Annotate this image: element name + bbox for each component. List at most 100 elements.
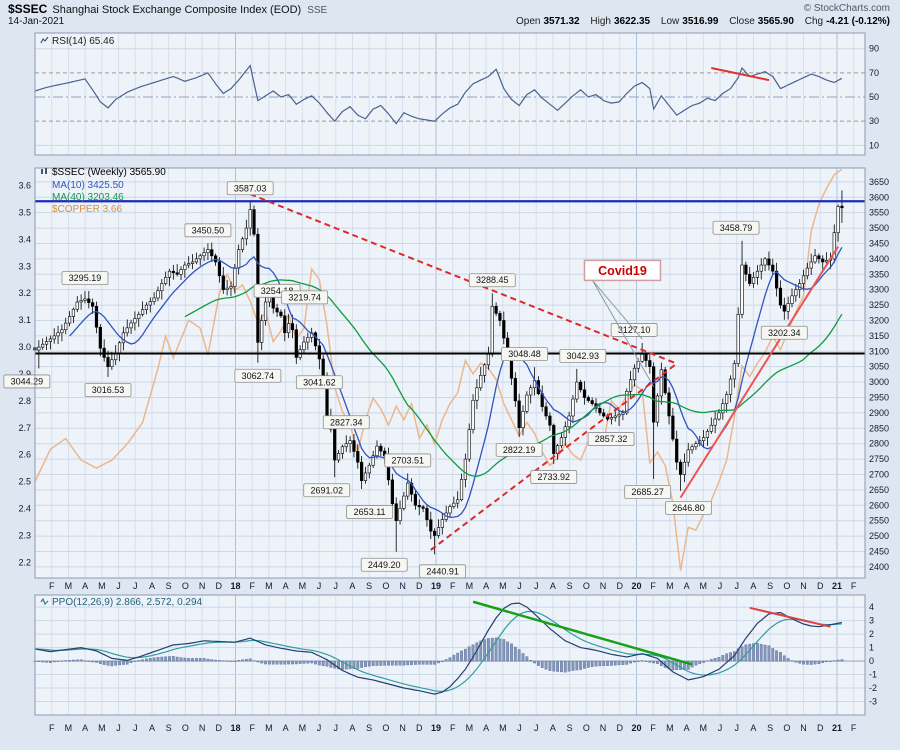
price-axis-label: 3050 bbox=[869, 362, 889, 372]
copper-axis-label: 2.9 bbox=[18, 369, 31, 379]
x-axis-label: S bbox=[366, 723, 372, 733]
price-label: 2827.34 bbox=[322, 415, 370, 430]
candlestick-icon bbox=[40, 167, 49, 179]
price-label: 3288.45 bbox=[468, 273, 516, 288]
ppo-legend: PPO(12,26,9) 2.866, 2.572, 0.294 bbox=[40, 597, 202, 609]
price-axis-label: 2600 bbox=[869, 500, 889, 510]
ppo-axis-label: -1 bbox=[869, 670, 877, 680]
x-axis-label: J bbox=[734, 581, 739, 591]
price-label: 2653.11 bbox=[346, 505, 394, 519]
copper-legend-text: $COPPER 3.66 bbox=[52, 204, 123, 215]
svg-text:3202.34: 3202.34 bbox=[768, 328, 801, 338]
x-axis-label: F bbox=[49, 581, 55, 591]
svg-text:2691.02: 2691.02 bbox=[310, 485, 343, 495]
x-axis-label: J bbox=[133, 581, 138, 591]
x-axis-label: F bbox=[450, 581, 456, 591]
chart-date: 14-Jan-2021 bbox=[8, 16, 65, 27]
x-axis-label: D bbox=[617, 581, 624, 591]
close-label: Close bbox=[729, 16, 755, 27]
price-label: 3458.79 bbox=[712, 220, 760, 235]
rsi-legend: RSI(14) 65.46 bbox=[40, 36, 114, 48]
svg-text:3062.74: 3062.74 bbox=[242, 371, 275, 381]
copper-axis: 2.2 2.3 2.4 2.5 2.6 2.7 2.8 2.9 3.0 3.1 3.2 3.3 3.4 3… bbox=[18, 180, 31, 567]
svg-text:2857.32: 2857.32 bbox=[595, 434, 628, 444]
price-label: 2822.19 bbox=[495, 442, 543, 457]
x-axis-label: M bbox=[98, 723, 106, 733]
chg-value: -4.21 (-0.12%) bbox=[826, 16, 890, 27]
main-panel-border bbox=[34, 167, 866, 579]
x-axis-label: 20 bbox=[631, 723, 641, 733]
price-label: 3041.62 bbox=[295, 375, 343, 390]
x-axis-label: J bbox=[317, 723, 322, 733]
x-axis-label: A bbox=[684, 723, 690, 733]
x-axis-label: O bbox=[182, 723, 189, 733]
trendline bbox=[679, 246, 839, 499]
x-axis-label: F bbox=[650, 581, 656, 591]
x-axis-label: A bbox=[82, 723, 88, 733]
x-axis-label: 21 bbox=[832, 581, 842, 591]
x-axis-label: S bbox=[366, 581, 372, 591]
x-axis-label: A bbox=[149, 723, 155, 733]
svg-text:3295.19: 3295.19 bbox=[69, 273, 102, 283]
x-axis-label: N bbox=[199, 723, 206, 733]
x-axis-label: O bbox=[382, 581, 389, 591]
price-label: 2646.80 bbox=[665, 500, 712, 515]
x-axis-label: J bbox=[333, 581, 338, 591]
price-label: 3062.74 bbox=[234, 368, 282, 383]
ma10-legend: MA(10) 3425.50 bbox=[52, 180, 124, 191]
ppo-histogram bbox=[33, 637, 844, 673]
ppo-axis-label: -2 bbox=[869, 683, 877, 693]
x-axis-label: 18 bbox=[230, 723, 240, 733]
x-axis-label: M bbox=[666, 581, 674, 591]
x-axis-label: J bbox=[734, 723, 739, 733]
ppo-panel-bg bbox=[35, 595, 865, 715]
copper-axis-label: 3.6 bbox=[18, 180, 31, 190]
price-label: 2685.27 bbox=[624, 485, 672, 499]
price-label: 2857.32 bbox=[587, 432, 635, 446]
low-label: Low bbox=[660, 16, 680, 27]
price-label: 2691.02 bbox=[303, 483, 351, 498]
price-label: 2449.20 bbox=[360, 557, 408, 572]
trendline bbox=[472, 600, 693, 666]
x-axis-label: D bbox=[416, 723, 423, 733]
x-axis-label: N bbox=[600, 723, 607, 733]
price-label: 2733.92 bbox=[530, 470, 578, 484]
price-axis-label: 2800 bbox=[869, 439, 889, 449]
svg-text:2440.91: 2440.91 bbox=[426, 566, 459, 576]
x-axis-label: D bbox=[617, 723, 624, 733]
x-axis-label: M bbox=[466, 581, 474, 591]
trendline bbox=[711, 67, 770, 82]
copper-axis-label: 3.0 bbox=[18, 342, 31, 352]
covid-annotation-text: Covid19 bbox=[598, 264, 647, 278]
price-axis-label: 2450 bbox=[869, 547, 889, 557]
price-label: 3219.74 bbox=[281, 290, 329, 305]
x-axis-label: N bbox=[800, 581, 807, 591]
x-axis-label: O bbox=[783, 723, 790, 733]
x-axis-label: A bbox=[82, 581, 88, 591]
ppo-axis-label: 0 bbox=[869, 656, 874, 666]
price-label: 2703.51 bbox=[384, 453, 432, 468]
price-axis-label: 3650 bbox=[869, 177, 889, 187]
svg-text:3016.53: 3016.53 bbox=[92, 385, 125, 395]
ma40-legend: MA(40) 3203.46 bbox=[52, 192, 124, 203]
covid-annotation-box bbox=[583, 259, 662, 282]
svg-text:3041.62: 3041.62 bbox=[303, 377, 336, 387]
x-axis-label: 20 bbox=[631, 581, 641, 591]
rsi-line bbox=[34, 64, 843, 125]
x-axis-label: O bbox=[182, 581, 189, 591]
x-axis-label: J bbox=[116, 723, 121, 733]
x-axis-label: 19 bbox=[431, 723, 441, 733]
price-axis-label: 3200 bbox=[869, 315, 889, 325]
x-axis-label: A bbox=[349, 581, 355, 591]
price-axis-label: 3150 bbox=[869, 331, 889, 341]
x-axis-label: F bbox=[249, 723, 255, 733]
quote-row: Open 3571.32 High 3622.35 Low 3516.99 Close… bbox=[508, 16, 890, 27]
copper-axis-label: 3.1 bbox=[18, 315, 31, 325]
price-axis-label: 2400 bbox=[869, 562, 889, 572]
copper-axis-label: 2.6 bbox=[18, 450, 31, 460]
x-axis-label: F bbox=[851, 581, 857, 591]
x-axis-label: 19 bbox=[431, 581, 441, 591]
x-axis-label: S bbox=[166, 581, 172, 591]
x-axis-label: A bbox=[349, 723, 355, 733]
svg-text:2685.27: 2685.27 bbox=[631, 487, 664, 497]
